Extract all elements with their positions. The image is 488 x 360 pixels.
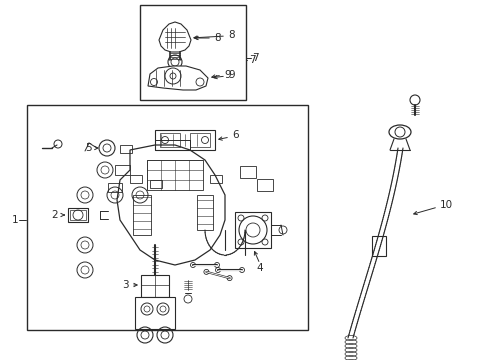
Text: 5: 5 <box>84 143 91 153</box>
Bar <box>197 195 213 230</box>
Bar <box>27 105 307 330</box>
Bar <box>108 183 122 192</box>
Bar <box>257 179 272 191</box>
Text: 9: 9 <box>228 70 235 80</box>
Text: 2: 2 <box>52 210 58 220</box>
Bar <box>150 180 162 188</box>
Bar <box>68 208 88 222</box>
Text: 7: 7 <box>251 53 258 63</box>
Bar <box>115 165 130 175</box>
Polygon shape <box>148 66 207 90</box>
Text: 7: 7 <box>248 55 255 65</box>
Bar <box>147 160 203 190</box>
Text: 9: 9 <box>224 70 231 80</box>
Bar <box>371 237 386 256</box>
Bar <box>235 212 270 248</box>
Bar <box>209 175 222 183</box>
Text: 4: 4 <box>256 263 263 273</box>
Text: 8: 8 <box>214 33 221 43</box>
Bar <box>141 275 169 297</box>
Polygon shape <box>117 145 224 265</box>
Bar <box>190 133 209 147</box>
Bar <box>120 145 132 153</box>
Bar <box>70 210 86 220</box>
Text: 8: 8 <box>228 30 235 40</box>
Bar <box>140 5 245 100</box>
Bar <box>160 133 180 147</box>
Text: 10: 10 <box>439 200 452 210</box>
Bar <box>240 166 256 178</box>
Text: 6: 6 <box>232 130 239 140</box>
Text: 1: 1 <box>12 215 18 225</box>
Text: 3: 3 <box>122 280 128 290</box>
Bar <box>130 175 142 183</box>
Bar <box>133 195 151 235</box>
Bar <box>155 130 215 150</box>
Polygon shape <box>159 22 191 52</box>
Bar <box>135 297 175 329</box>
